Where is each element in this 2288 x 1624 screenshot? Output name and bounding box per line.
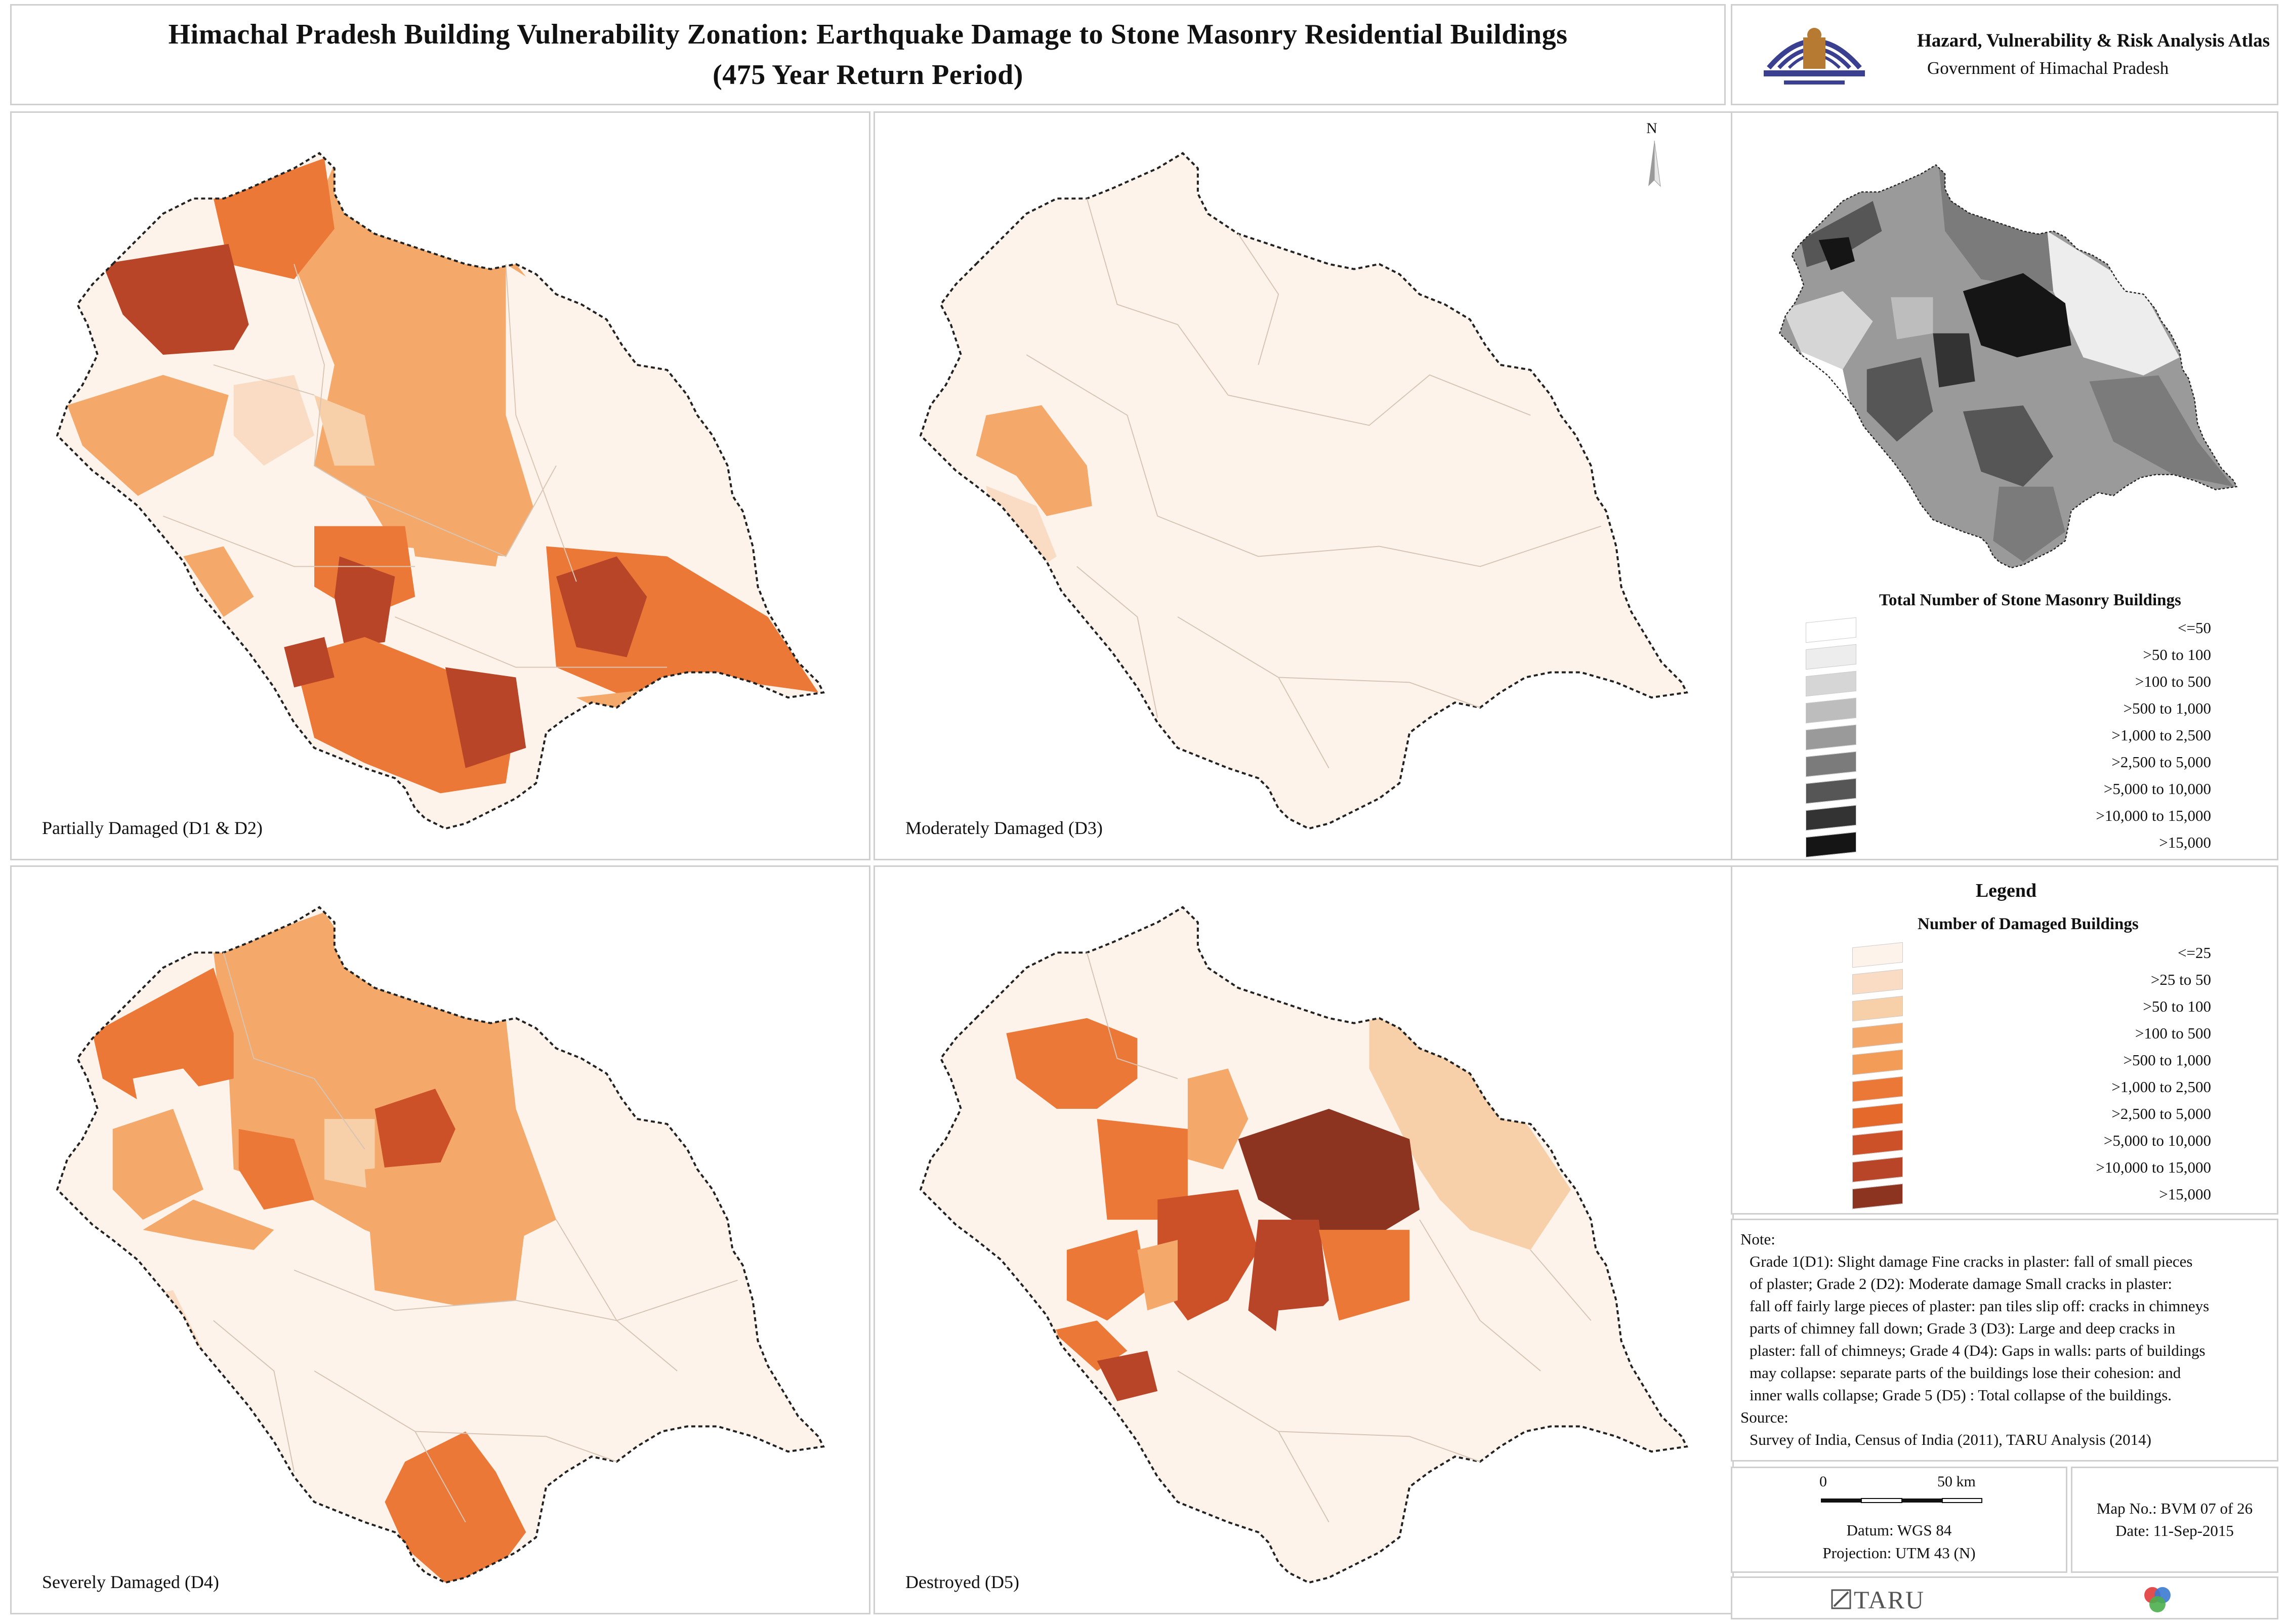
legend-label: >1,000 to 2,500	[2111, 1078, 2211, 1096]
source-heading: Source:	[1740, 1408, 1788, 1426]
legend-swatch	[1852, 969, 1903, 995]
legend-swatch	[1806, 724, 1856, 751]
legend-label: <=25	[2178, 944, 2211, 962]
map-panel-severely-damaged: Severely Damaged (D4)	[10, 865, 870, 1614]
inset-legend-title: Total Number of Stone Masonry Buildings	[1879, 591, 2181, 609]
partner-logo-icon	[2144, 1587, 2171, 1612]
note-line: of plaster; Grade 2 (D2): Moderate damag…	[1750, 1275, 2172, 1293]
title-box: Himachal Pradesh Building Vulnerability …	[10, 4, 1726, 105]
panel-label-moderately-damaged: Moderately Damaged (D3)	[905, 818, 1103, 838]
partially-damaged-map	[56, 152, 824, 830]
legend-swatch	[1852, 1130, 1903, 1156]
legend-label: >500 to 1,000	[2123, 699, 2211, 717]
legend-swatch	[1806, 831, 1856, 858]
projection-text: Projection: UTM 43 (N)	[1822, 1544, 1976, 1562]
legend-label: >5,000 to 10,000	[2103, 1132, 2211, 1149]
legend-swatch	[1806, 697, 1856, 724]
himachal-emblem-icon	[1764, 28, 1865, 85]
legend-label: >1,000 to 2,500	[2111, 726, 2211, 744]
legend-label: >25 to 50	[2150, 971, 2211, 988]
legend-label: >15,000	[2159, 834, 2211, 851]
destroyed-map	[920, 906, 1688, 1584]
note-line: fall off fairly large pieces of plaster:…	[1750, 1297, 2210, 1315]
datum-text: Datum: WGS 84	[1846, 1521, 1952, 1539]
legend-label: >100 to 500	[2135, 673, 2211, 690]
moderately-damaged-map	[920, 152, 1688, 830]
map-subtitle: (475 Year Return Period)	[713, 59, 1023, 91]
scale-end-label: 50 km	[1937, 1473, 1976, 1490]
legend-label: >2,500 to 5,000	[2111, 753, 2211, 771]
footer-logos: TARU	[1731, 1576, 2278, 1619]
legend-swatch	[1852, 1156, 1903, 1183]
map-panel-destroyed: Destroyed (D5)	[873, 865, 1734, 1614]
scale-start-label: 0	[1819, 1473, 1827, 1490]
note-heading: Note:	[1740, 1230, 1775, 1248]
total-buildings-inset-map	[1779, 164, 2237, 569]
note-box: Note: Grade 1(D1): Slight damage Fine cr…	[1731, 1219, 2278, 1462]
north-label: N	[1646, 120, 1657, 137]
taru-brand: TARU	[1854, 1586, 1925, 1614]
note-line: inner walls collapse; Grade 5 (D5) : Tot…	[1750, 1386, 2172, 1404]
legend-swatch	[1852, 995, 1903, 1022]
taru-logo-icon	[1831, 1589, 1851, 1609]
legend-swatch	[1852, 1103, 1903, 1129]
legend-box: Legend Number of Damaged Buildings <=25 >…	[1731, 865, 2278, 1215]
map-date: Date: 11-Sep-2015	[2115, 1522, 2234, 1539]
legend-swatch	[1806, 644, 1856, 670]
atlas-subtitle: Government of Himachal Pradesh	[1927, 58, 2169, 78]
map-info-box: Map No.: BVM 07 of 26 Date: 11-Sep-2015	[2071, 1467, 2278, 1573]
panel-label-destroyed: Destroyed (D5)	[905, 1572, 1019, 1592]
inset-total-buildings: Total Number of Stone Masonry Buildings …	[1731, 111, 2278, 860]
legend-swatch	[1806, 805, 1856, 831]
scale-box: 0 50 km Datum: WGS 84 Projection: UTM 43…	[1731, 1467, 2067, 1573]
legend-swatch	[1806, 617, 1856, 643]
note-line: Grade 1(D1): Slight damage Fine cracks i…	[1750, 1253, 2193, 1270]
legend-swatch	[1852, 1022, 1903, 1049]
legend-label: >50 to 100	[2143, 646, 2211, 663]
legend-label: >5,000 to 10,000	[2103, 780, 2211, 798]
legend-label: >10,000 to 15,000	[2096, 1158, 2211, 1176]
legend-swatch	[1852, 942, 1903, 968]
legend-label: >100 to 500	[2135, 1024, 2211, 1042]
panel-label-partially-damaged: Partially Damaged (D1 & D2)	[42, 818, 263, 838]
scale-bar-icon	[1821, 1498, 1982, 1503]
map-panel-moderately-damaged: N Moderately Damaged (D3)	[873, 111, 1734, 860]
legend-swatch	[1852, 1076, 1903, 1102]
atlas-title: Hazard, Vulnerability & Risk Analysis At…	[1917, 30, 2270, 51]
legend-heading: Legend	[1975, 880, 2037, 901]
map-panel-partially-damaged: Partially Damaged (D1 & D2)	[10, 111, 870, 860]
legend-label: >15,000	[2159, 1185, 2211, 1203]
legend-label: >50 to 100	[2143, 997, 2211, 1015]
legend-label: >2,500 to 5,000	[2111, 1105, 2211, 1122]
legend-label: >10,000 to 15,000	[2096, 807, 2211, 824]
panel-label-severely-damaged: Severely Damaged (D4)	[42, 1572, 219, 1592]
note-text: Note: Grade 1(D1): Slight damage Fine cr…	[1740, 1228, 2277, 1451]
legend-swatch	[1806, 778, 1856, 804]
atlas-header: Hazard, Vulnerability & Risk Analysis At…	[1731, 4, 2278, 105]
map-number: Map No.: BVM 07 of 26	[2096, 1500, 2253, 1517]
legend-title: Number of Damaged Buildings	[1918, 915, 2139, 933]
source-text: Survey of India, Census of India (2011),…	[1750, 1431, 2151, 1448]
severely-damaged-map	[56, 906, 824, 1584]
note-line: may collapse: separate parts of the buil…	[1750, 1364, 2181, 1382]
legend-swatch	[1806, 751, 1856, 777]
note-line: plaster: fall of chimneys; Grade 4 (D4):…	[1750, 1342, 2206, 1359]
legend-swatch	[1852, 1049, 1903, 1075]
legend-swatch	[1852, 1183, 1903, 1210]
north-arrow-icon	[1648, 140, 1661, 187]
legend-label: >500 to 1,000	[2123, 1051, 2211, 1069]
map-title: Himachal Pradesh Building Vulnerability …	[168, 19, 1568, 50]
note-line: parts of chimney fall down; Grade 3 (D3)…	[1750, 1319, 2176, 1337]
legend-label: <=50	[2178, 619, 2211, 637]
legend-swatch	[1806, 671, 1856, 697]
